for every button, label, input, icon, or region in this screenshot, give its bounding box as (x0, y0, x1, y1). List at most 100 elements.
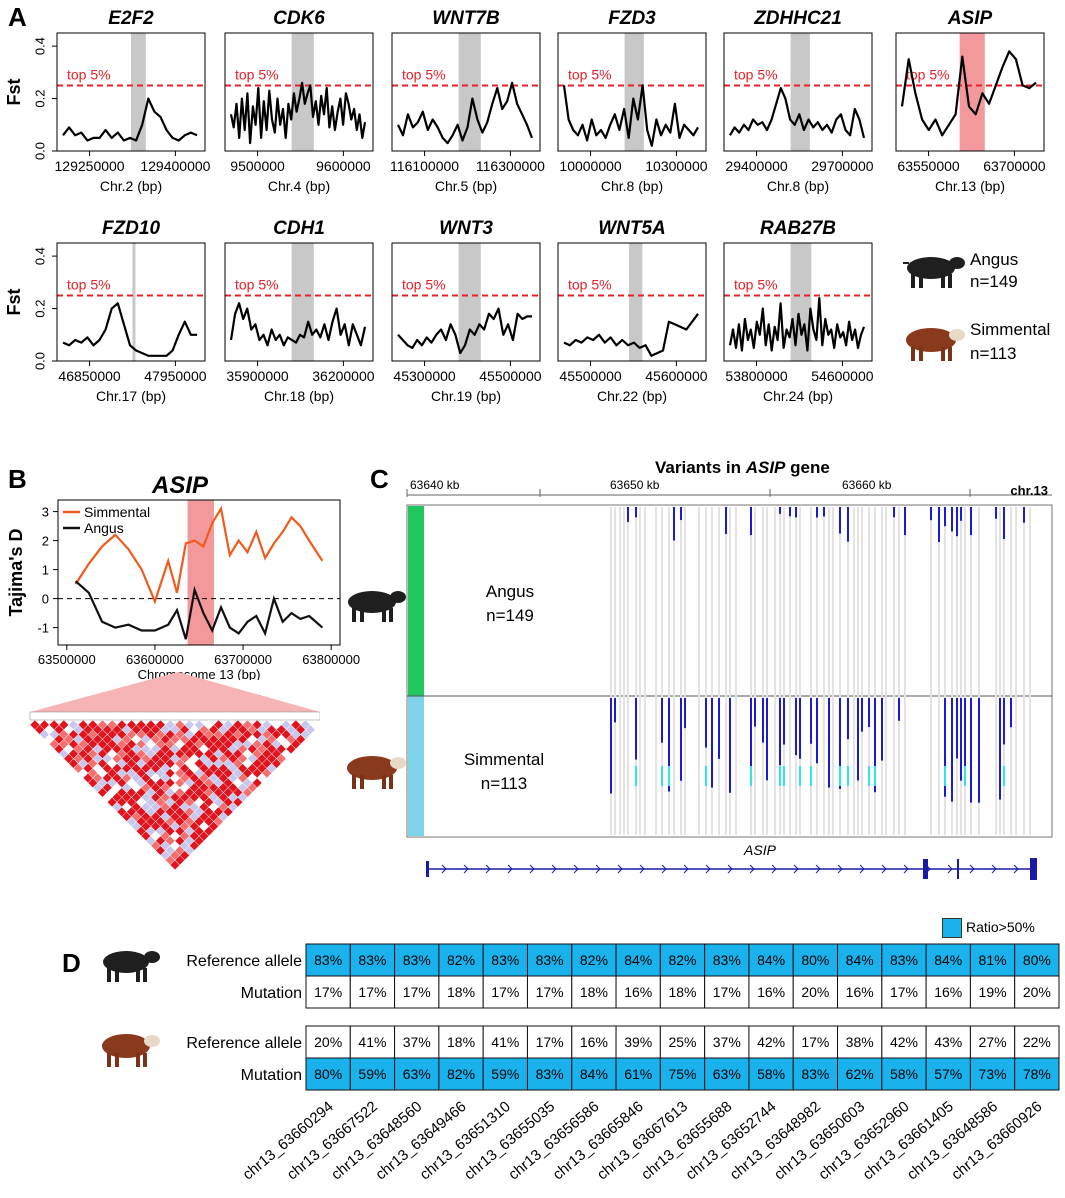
x-tick-label: 129400000 (140, 158, 210, 174)
angus-variant (930, 507, 932, 521)
table-cell-value: 43% (934, 1034, 962, 1050)
table-cell (837, 1057, 883, 1091)
table-cell-value: 83% (890, 952, 918, 968)
x-axis-label: Chr.24 (bp) (763, 388, 833, 404)
y-tick-label: 0.4 (32, 247, 47, 265)
angus-variant (944, 507, 946, 527)
angus-variant (789, 507, 791, 517)
ruler-label: 63660 kb (842, 478, 892, 492)
ld-cells (29, 719, 320, 871)
plot-frame (391, 242, 541, 362)
selection-region (187, 500, 214, 645)
fst-chart-wnt3: top 5% WNT3 45300000 45500000 Chr.19 (bp) (391, 218, 542, 404)
table-cell-value: 59% (358, 1066, 386, 1082)
table-cell (748, 1057, 794, 1091)
variant-column (623, 507, 625, 835)
table-cell (881, 1057, 927, 1091)
simmental-variant (729, 698, 731, 793)
strand-arrow (507, 864, 513, 874)
fst-line (229, 302, 367, 347)
fst-line (62, 97, 198, 142)
simmental-variant-het (964, 766, 966, 786)
strand-arrow (683, 864, 689, 874)
y-tick-label: 2 (42, 534, 49, 549)
gene-title: E2F2 (108, 8, 154, 29)
strand-arrow (793, 864, 799, 874)
table-cell (305, 975, 351, 1009)
x-axis-label: Chr.22 (bp) (597, 388, 667, 404)
panel-label-c: C (370, 464, 389, 494)
simmental-variant-het (944, 766, 946, 786)
plot-frame (391, 32, 541, 152)
fst-line (900, 50, 1037, 137)
variant-column (861, 507, 863, 835)
table-cell-value: 17% (358, 984, 386, 1000)
table-cell (482, 1057, 528, 1091)
table-cell (969, 975, 1016, 1009)
table-cell (925, 943, 971, 977)
table-cell (394, 943, 440, 977)
table-cell (881, 975, 927, 1009)
table-cell-value: 27% (979, 1034, 1007, 1050)
plot-frame (557, 32, 707, 152)
zoom-wedge (30, 672, 320, 712)
strand-arrow (749, 864, 755, 874)
strand-arrow (573, 864, 579, 874)
gene-title: ASIP (947, 8, 993, 29)
table-cell (571, 1025, 617, 1059)
variant-column (944, 507, 946, 835)
simmental-variant (861, 698, 863, 732)
variant-column (995, 507, 997, 835)
simmental-variant-het (1003, 766, 1005, 786)
variant-column (810, 507, 812, 835)
variant-column (644, 507, 646, 835)
table-cell-value: 83% (713, 952, 741, 968)
legend-angus-name: Angus (970, 250, 1019, 269)
simmental-variant-het (874, 766, 876, 786)
x-tick-label: 63550000 (897, 158, 960, 174)
variant-column (868, 507, 870, 835)
x-axis-label: Chr.4 (bp) (268, 178, 330, 194)
angus-variant (839, 507, 841, 534)
threshold-label: top 5% (67, 66, 111, 82)
legend-simmental-n: n=113 (970, 344, 1017, 363)
table-cell (438, 943, 484, 977)
angus-variant (904, 507, 906, 536)
table-cell-value: 63% (713, 1066, 741, 1082)
table-cell (881, 943, 927, 977)
table-cell (969, 1025, 1016, 1059)
variant-column (718, 507, 720, 835)
table-cell (349, 943, 396, 977)
variant-column (847, 507, 849, 835)
variant-column (823, 507, 825, 835)
table-cell-value: 39% (624, 1034, 652, 1050)
strand-arrow (881, 864, 887, 874)
table-cell (1014, 975, 1060, 1009)
fst-chart-fzd10: top 5% FZD10 46850000 47950000 Chr.17 (bp) 0.… (4, 218, 207, 404)
table-cell-value: 62% (846, 1066, 874, 1082)
x-tick-label: 54600000 (811, 368, 874, 384)
table-cell-value: 19% (979, 984, 1007, 1000)
ruler-label: 63640 kb (410, 478, 460, 492)
x-axis-label: Chr.13 (bp) (935, 178, 1005, 194)
legend-label: Angus (84, 520, 124, 536)
x-axis-label: Chr.19 (bp) (431, 388, 501, 404)
x-axis-label: Chr.8 (bp) (601, 178, 663, 194)
variant-column (1029, 507, 1031, 835)
plot-frame (723, 32, 873, 152)
x-tick-label: 47950000 (144, 368, 207, 384)
strand-arrow (727, 864, 733, 874)
y-tick-label: 1 (42, 563, 49, 578)
variant-column (729, 507, 731, 835)
table-cell-value: 38% (846, 1034, 874, 1050)
simmental-variant (754, 698, 756, 727)
x-tick-label: 45500000 (479, 368, 542, 384)
variant-column (680, 507, 682, 835)
table-cell (1014, 943, 1060, 977)
angus-variant (627, 507, 629, 522)
fst-chart-wnt5a: top 5% WNT5A 45500000 45600000 Chr.22 (bp) (557, 218, 708, 404)
variant-column (960, 507, 962, 835)
simmental-variant (978, 698, 980, 803)
fst-line (729, 86, 866, 139)
variant-column (951, 507, 953, 835)
